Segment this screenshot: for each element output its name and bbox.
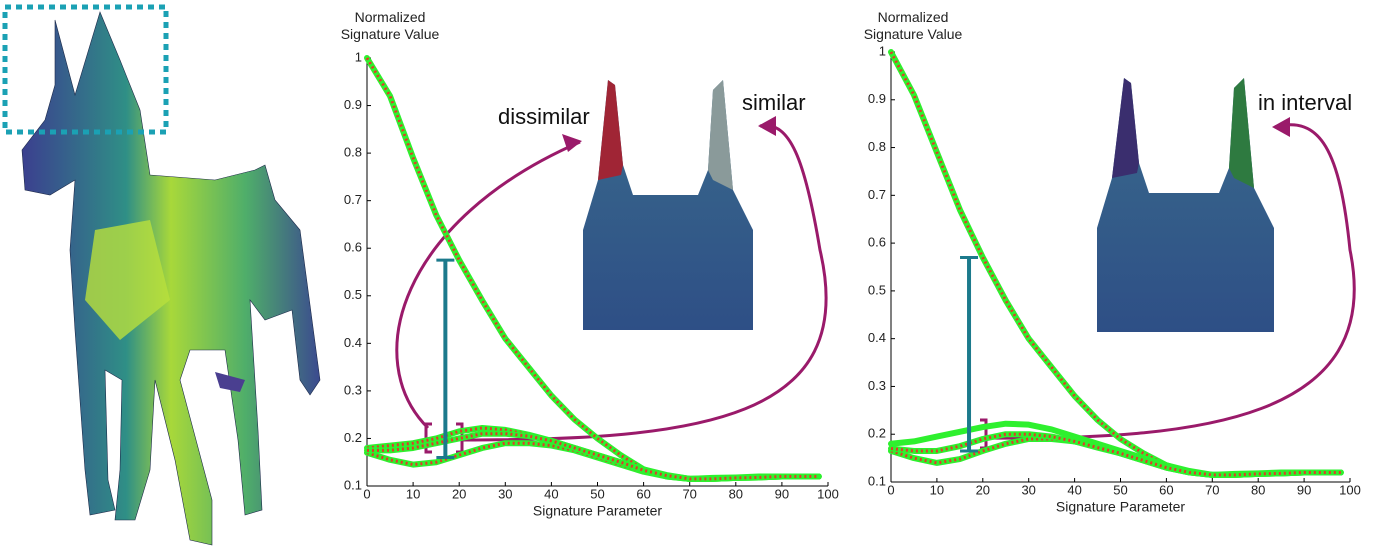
series-dotted [367,432,819,481]
y-axis-label: Normalized Signature Value [340,9,440,42]
arrowheads [562,116,1290,152]
y-tick-label: 0.4 [344,335,362,350]
y-tick-label: 1 [355,49,362,64]
x-tick-label: 100 [1339,482,1361,497]
y-tick-label: 0.7 [868,187,886,202]
series-line [364,440,822,482]
y-tick-label: 0.3 [868,378,886,393]
x-tick-label: 100 [817,486,839,501]
annotation: in interval [1258,90,1352,115]
y-tick-label: 0.6 [344,240,362,255]
x-tick-label: 0 [887,482,894,497]
y-tick-label: 0.9 [868,91,886,106]
x-tick-label: 20 [452,486,466,501]
x-tick-label: 60 [1159,482,1173,497]
y-tick-label: 0.1 [344,477,362,492]
x-tick-label: 70 [682,486,696,501]
series-dotted [365,57,819,481]
x-tick-label: 20 [976,482,990,497]
x-tick-label: 90 [775,486,789,501]
annotation: similar [742,90,806,115]
y-tick-label: 0.5 [868,282,886,297]
x-tick-label: 70 [1205,482,1219,497]
y-tick-label: 0.9 [344,97,362,112]
y-tick-label: 0.3 [344,382,362,397]
x-tick-label: 40 [1067,482,1081,497]
y-tick-label: 1 [879,43,886,58]
ears-inset [1097,78,1274,332]
arrows [395,123,1356,454]
x-tick-label: 50 [590,486,604,501]
x-tick-label: 10 [406,486,420,501]
x-tick-label: 50 [1113,482,1127,497]
y-tick-label: 0.2 [868,426,886,441]
y-tick-label: 0.6 [868,235,886,250]
dog-mesh [21,11,321,546]
x-tick-label: 80 [729,486,743,501]
x-tick-label: 10 [930,482,944,497]
series-line [888,431,1344,478]
series-line [364,430,822,482]
annotation: dissimilar [498,104,590,129]
y-tick-label: 0.2 [344,430,362,445]
y-tick-label: 0.4 [868,330,886,345]
x-tick-label: 80 [1251,482,1265,497]
y-axis-label: Normalized Signature Value [863,9,963,42]
x-tick-label: 30 [498,486,512,501]
y-tick-label: 0.8 [344,145,362,160]
x-tick-label: 0 [363,486,370,501]
y-tick-label: 0.5 [344,287,362,302]
y-tick-label: 0.1 [868,473,886,488]
y-tick-label: 0.8 [868,139,886,154]
x-axis-label: Signature Parameter [1056,499,1186,515]
ears-inset [583,80,753,330]
focus-box [2,4,169,135]
x-axis-label: Signature Parameter [533,503,663,519]
x-tick-label: 60 [636,486,650,501]
x-tick-label: 40 [544,486,558,501]
y-tick-label: 0.7 [344,192,362,207]
x-tick-label: 90 [1297,482,1311,497]
x-tick-label: 30 [1021,482,1035,497]
